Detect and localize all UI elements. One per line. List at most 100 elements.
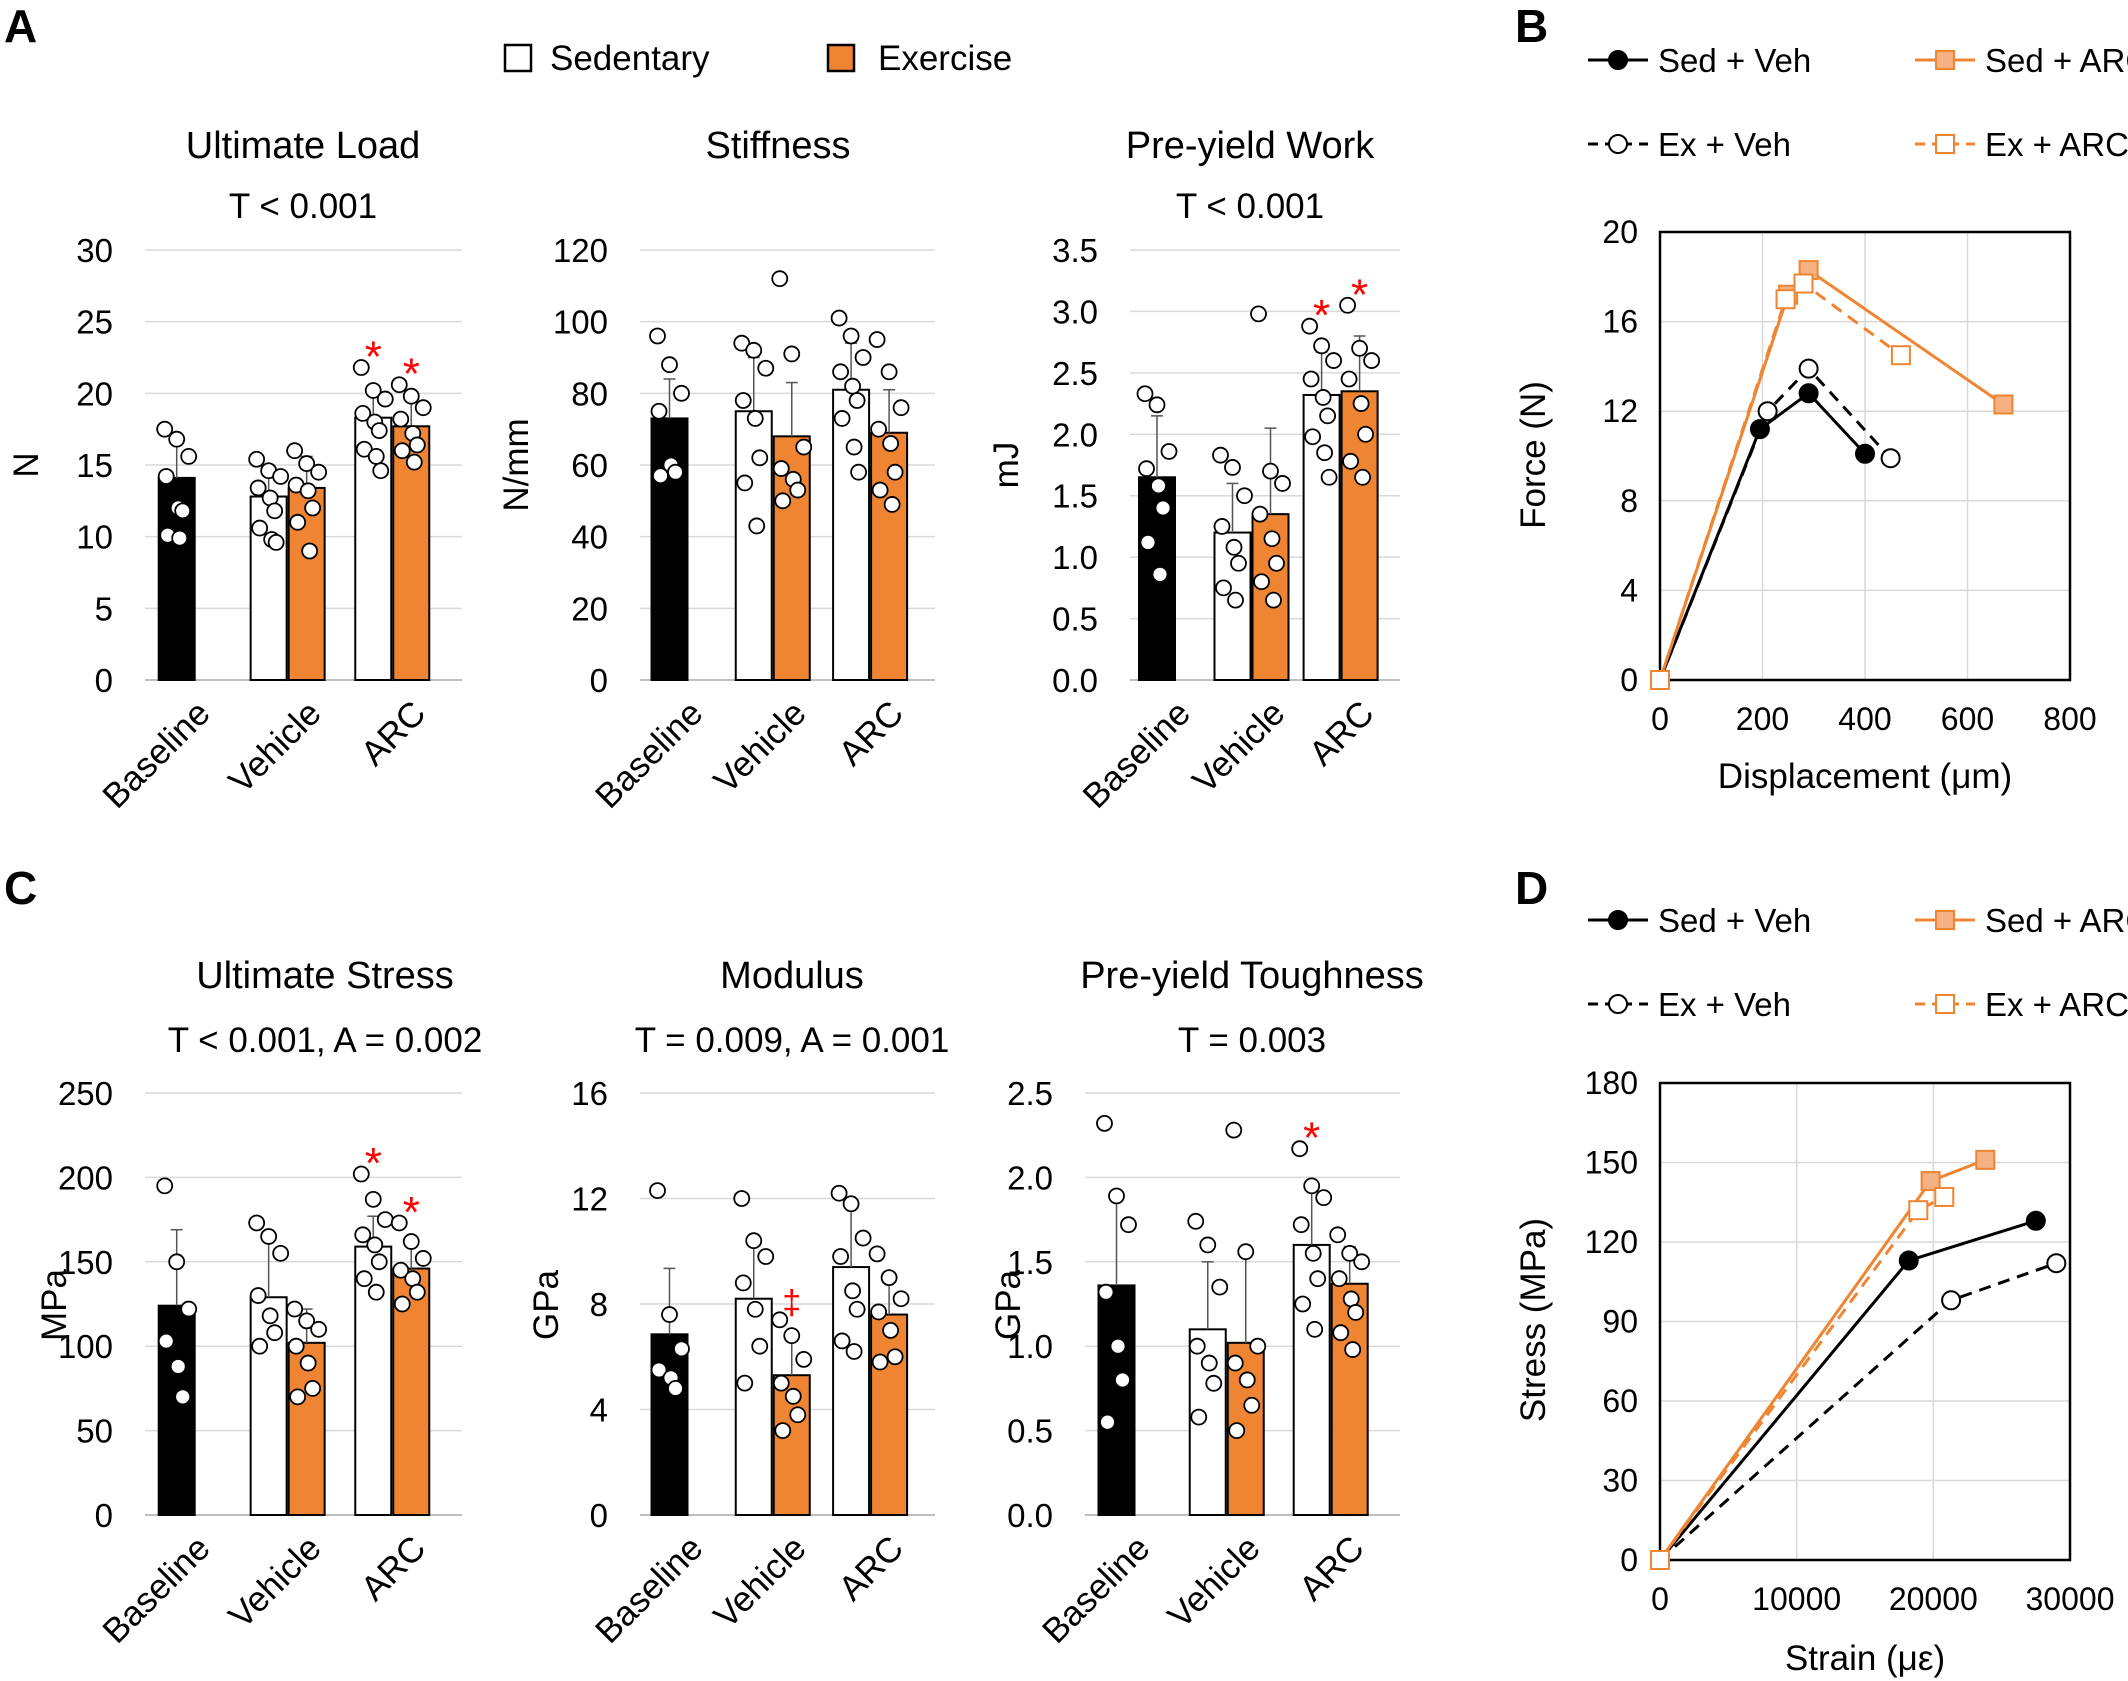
legend-label-sed-arc: Sed + ARC <box>1985 42 2128 79</box>
significance-mark: * <box>1313 291 1330 340</box>
data-point <box>367 1283 385 1301</box>
chart-stat: T = 0.003 <box>1178 1021 1326 1060</box>
data-point <box>1139 534 1157 551</box>
y-tick-label: 20 <box>571 590 608 627</box>
y-tick-label: 0 <box>590 662 608 699</box>
data-point <box>408 436 426 454</box>
data-point <box>1136 385 1154 403</box>
x-tick-label-vehicle: Vehicle <box>706 693 813 800</box>
data-point <box>355 440 373 458</box>
data-point <box>414 399 432 417</box>
y-tick-label: 0.5 <box>1052 601 1098 638</box>
series-marker-ex-veh <box>1798 358 1819 379</box>
y-tick-label: 10 <box>76 519 113 556</box>
data-point <box>1309 1270 1327 1288</box>
y-tick-label: 1.0 <box>1007 1328 1053 1365</box>
data-point <box>156 1177 174 1195</box>
significance-mark: * <box>1303 1114 1320 1163</box>
data-point <box>180 447 198 465</box>
data-point <box>249 479 267 497</box>
chart-title: Pre-yield Toughness <box>1080 955 1424 997</box>
x-tick-label-baseline: Baseline <box>1075 693 1198 816</box>
chart-pre-yield-work: Pre-yield Work T < 0.001 mJ 0.0 0.5 1.0 1.5 2.0… <box>987 125 1400 816</box>
data-point <box>390 376 408 394</box>
data-point <box>1325 352 1342 369</box>
data-point <box>1212 446 1229 464</box>
data-point <box>370 1253 388 1271</box>
x-tick-label: 0 <box>1651 1581 1669 1617</box>
y-tick-label: 150 <box>58 1244 113 1281</box>
data-point <box>1250 305 1267 323</box>
data-point <box>1253 573 1270 591</box>
data-point <box>667 463 684 481</box>
data-point <box>832 363 849 381</box>
y-axis-label: N <box>7 452 46 477</box>
data-point <box>1314 389 1332 406</box>
x-tick-label-vehicle: Vehicle <box>221 1528 328 1635</box>
data-point <box>299 482 317 500</box>
data-point <box>882 435 899 452</box>
data-point <box>304 499 322 517</box>
y-tick-label: 100 <box>58 1328 113 1365</box>
data-point <box>367 447 385 465</box>
series-marker-sed-arc <box>1993 394 2014 415</box>
bar-baseline-baseline <box>650 1333 689 1517</box>
data-point <box>1341 1244 1359 1262</box>
data-point <box>1316 444 1333 462</box>
y-tick-label: 25 <box>76 304 113 341</box>
bar-arc-sedentary <box>832 388 871 681</box>
y-tick-label: 12 <box>1602 393 1638 429</box>
bar-vehicle-sedentary <box>734 1297 773 1516</box>
data-point <box>771 1311 789 1329</box>
series-line-ex-arc <box>1658 1195 1945 1561</box>
data-point <box>266 502 284 520</box>
plot-frame <box>1658 1081 2072 1562</box>
data-point <box>1304 1244 1322 1262</box>
data-point <box>842 327 860 345</box>
data-point <box>180 1300 198 1318</box>
legend-label-exercise: Exercise <box>878 39 1012 78</box>
data-point <box>1292 1216 1310 1234</box>
y-tick-label: 0 <box>1620 1542 1638 1578</box>
data-point <box>1329 1226 1347 1244</box>
data-point <box>783 1327 801 1345</box>
significance-mark: ‡ <box>782 1284 801 1322</box>
data-point <box>301 542 319 560</box>
data-point <box>789 1406 807 1424</box>
data-point <box>393 442 411 460</box>
data-point <box>650 402 668 420</box>
y-tick-label: 5 <box>95 590 113 627</box>
data-point <box>845 438 863 456</box>
data-point <box>1291 1140 1309 1158</box>
data-point <box>734 1274 752 1292</box>
x-tick-label-arc: ARC <box>353 1528 433 1608</box>
significance-mark: * <box>365 1139 382 1188</box>
chart-force-displacement: 0 200 400 600 800 0 4 8 12 16 20 Displacement (μm) F… <box>1514 42 2128 796</box>
data-point <box>266 1324 284 1342</box>
series-marker-sed-veh <box>1855 443 1875 464</box>
series-line-ex-veh <box>1659 1261 2057 1562</box>
legend-swatch-sedentary <box>503 43 533 73</box>
x-tick-label: 800 <box>2043 701 2096 737</box>
y-tick-label: 1.0 <box>1052 539 1098 576</box>
data-point <box>673 1340 690 1358</box>
data-point <box>1353 1253 1371 1271</box>
legend-swatch-exercise <box>826 43 856 73</box>
legend-label-sed-veh: Sed + Veh <box>1658 42 1811 79</box>
chart-modulus: Modulus T = 0.009, A = 0.001 GPa 0 4 8 12 16 ‡ Ba… <box>527 955 949 1651</box>
data-point <box>1226 1354 1244 1372</box>
data-point <box>1138 460 1155 478</box>
y-tick-label: 16 <box>571 1075 608 1112</box>
data-point <box>260 1228 278 1245</box>
data-point <box>772 460 790 477</box>
y-tick-label: 15 <box>76 447 113 484</box>
chart-stat: T < 0.001 <box>1176 187 1324 226</box>
data-point <box>408 1283 426 1301</box>
data-point <box>757 1248 775 1265</box>
chart-stat: T < 0.001 <box>229 187 377 226</box>
data-point <box>1342 452 1359 470</box>
data-point <box>871 481 889 499</box>
data-point <box>1120 1216 1137 1234</box>
data-point <box>882 1321 899 1339</box>
